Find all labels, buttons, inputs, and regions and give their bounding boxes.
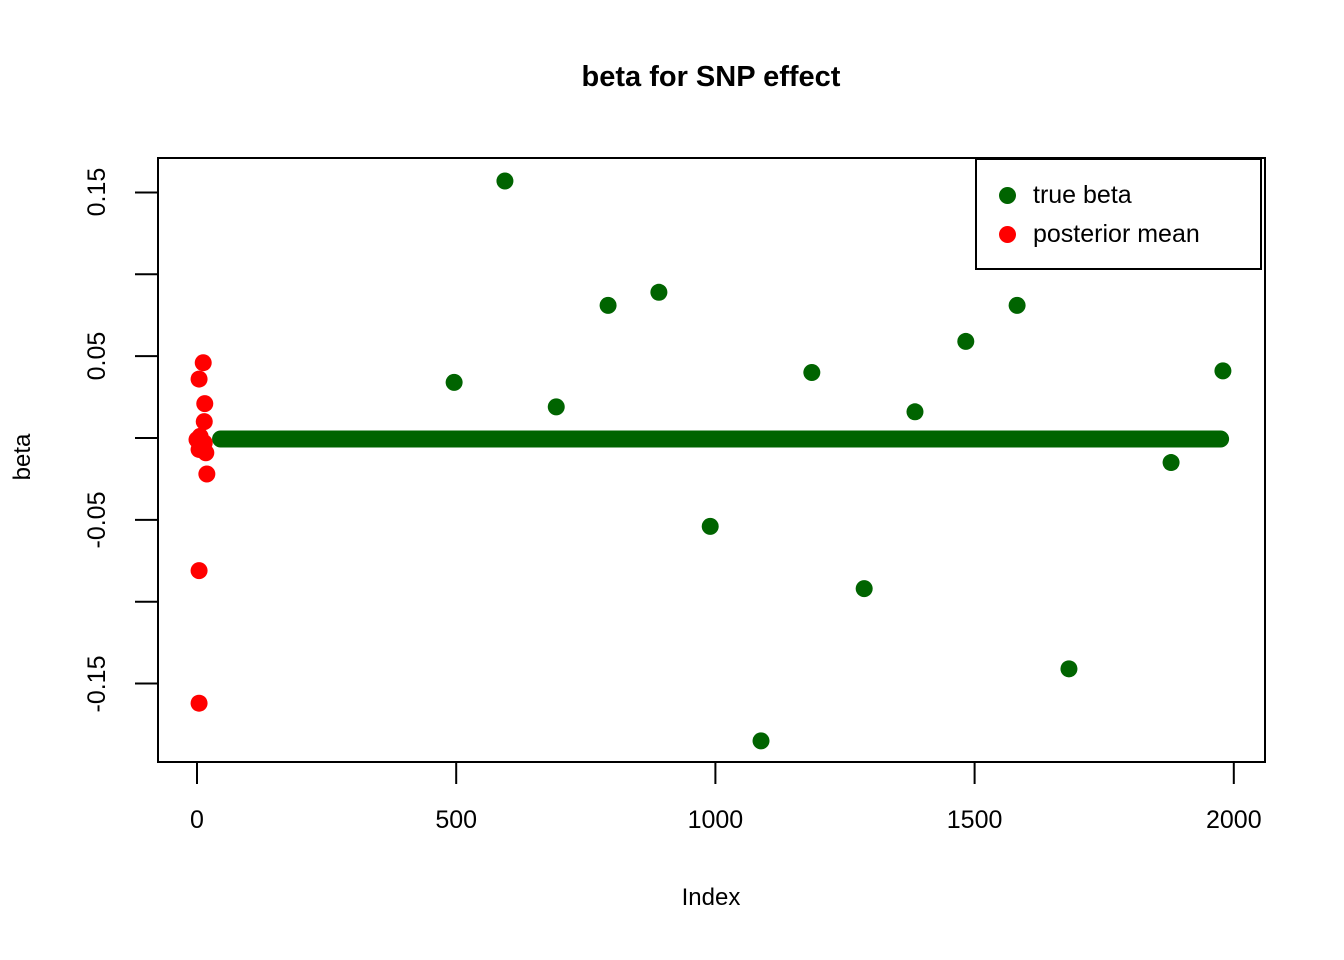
y-axis-label: beta bbox=[9, 433, 36, 481]
data-point-true-beta bbox=[547, 398, 565, 416]
data-point-posterior-mean bbox=[194, 354, 212, 372]
x-tick-label: 1500 bbox=[946, 806, 1003, 834]
legend-item-posterior-mean: posterior mean bbox=[977, 217, 1200, 251]
data-point-true-beta bbox=[1008, 296, 1026, 314]
data-point-posterior-mean bbox=[196, 395, 214, 413]
legend-label: true beta bbox=[1033, 180, 1132, 209]
plot-border bbox=[157, 157, 1266, 763]
data-point-true-beta bbox=[752, 732, 770, 750]
data-point-true-beta bbox=[1060, 660, 1078, 678]
y-tick-label: -0.15 bbox=[83, 655, 111, 713]
data-point-true-beta bbox=[803, 364, 821, 382]
data-point-true-beta bbox=[496, 172, 514, 190]
data-point-true-beta bbox=[599, 296, 617, 314]
x-tick-label: 500 bbox=[435, 806, 478, 834]
data-layer bbox=[188, 172, 1232, 750]
data-point-posterior-mean bbox=[190, 694, 208, 712]
legend-label: posterior mean bbox=[1033, 219, 1200, 248]
posterior-mean-dot-icon bbox=[999, 225, 1016, 243]
axis-ticks bbox=[135, 191, 1235, 784]
y-tick-label: 0.05 bbox=[83, 331, 111, 381]
data-point-true-beta bbox=[855, 580, 873, 598]
legend-item-true-beta: true beta bbox=[977, 178, 1132, 212]
data-point-true-beta bbox=[957, 332, 975, 350]
data-point-posterior-mean bbox=[197, 444, 215, 462]
data-point-true-beta bbox=[1214, 362, 1232, 380]
data-point-true-beta bbox=[1162, 454, 1180, 472]
legend-box: true beta posterior mean bbox=[975, 158, 1262, 270]
data-point-posterior-mean bbox=[198, 465, 216, 483]
data-point-true-beta bbox=[650, 283, 668, 301]
y-tick-label: -0.05 bbox=[83, 491, 111, 549]
x-tick-label: 0 bbox=[190, 806, 204, 834]
data-point-true-beta bbox=[701, 517, 719, 535]
data-point-true-beta bbox=[906, 403, 924, 421]
data-point-true-beta bbox=[445, 373, 463, 391]
true-beta-dot-icon bbox=[999, 186, 1016, 204]
x-tick-label: 2000 bbox=[1205, 806, 1262, 834]
data-point-posterior-mean bbox=[190, 562, 208, 580]
x-tick-label: 1000 bbox=[687, 806, 744, 834]
x-axis-label: Index bbox=[681, 884, 741, 911]
data-point-posterior-mean bbox=[190, 370, 208, 388]
chart-title: beta for SNP effect bbox=[581, 61, 841, 93]
y-tick-label: 0.15 bbox=[83, 168, 111, 217]
data-point-posterior-mean bbox=[195, 413, 213, 431]
